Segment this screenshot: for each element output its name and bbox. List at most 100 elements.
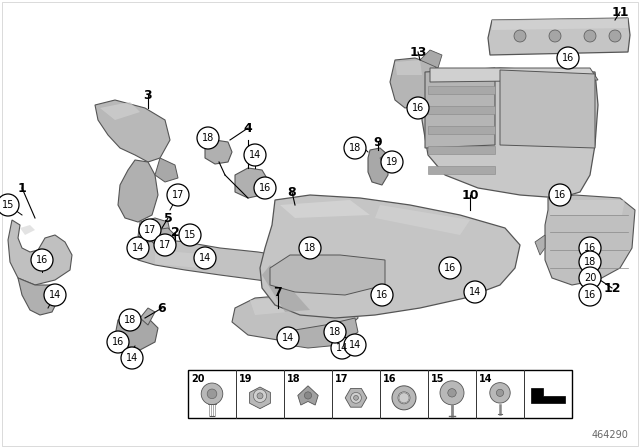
- Polygon shape: [420, 50, 442, 68]
- Circle shape: [579, 284, 601, 306]
- Polygon shape: [152, 228, 175, 248]
- Text: 17: 17: [144, 225, 156, 235]
- Text: 14: 14: [469, 287, 481, 297]
- Circle shape: [351, 392, 362, 403]
- Circle shape: [514, 30, 526, 42]
- Polygon shape: [345, 388, 367, 407]
- Text: 5: 5: [164, 211, 172, 224]
- Polygon shape: [531, 388, 564, 403]
- Circle shape: [579, 251, 601, 273]
- Polygon shape: [380, 152, 395, 168]
- Text: 16: 16: [412, 103, 424, 113]
- Text: 14: 14: [282, 333, 294, 343]
- Polygon shape: [232, 295, 358, 340]
- Polygon shape: [280, 200, 370, 218]
- Circle shape: [549, 30, 561, 42]
- Circle shape: [197, 127, 219, 149]
- Polygon shape: [298, 386, 318, 405]
- Text: 18: 18: [349, 143, 361, 153]
- Text: 1: 1: [18, 181, 26, 194]
- Text: 15: 15: [2, 200, 14, 210]
- Polygon shape: [95, 100, 170, 162]
- Circle shape: [121, 347, 143, 369]
- Text: 14: 14: [132, 243, 144, 253]
- Polygon shape: [390, 58, 440, 108]
- Polygon shape: [492, 18, 628, 30]
- Text: 4: 4: [244, 121, 252, 134]
- Text: 20: 20: [191, 374, 205, 383]
- Text: 19: 19: [239, 374, 253, 383]
- Circle shape: [253, 389, 267, 402]
- Circle shape: [398, 392, 410, 404]
- Polygon shape: [100, 102, 140, 120]
- Circle shape: [139, 219, 161, 241]
- Circle shape: [392, 386, 416, 410]
- Polygon shape: [428, 126, 495, 134]
- Circle shape: [439, 257, 461, 279]
- Polygon shape: [140, 308, 155, 325]
- Text: 19: 19: [386, 157, 398, 167]
- Text: 9: 9: [374, 135, 382, 148]
- Polygon shape: [118, 160, 158, 222]
- Circle shape: [244, 144, 266, 166]
- Text: 16: 16: [112, 337, 124, 347]
- Text: 14: 14: [49, 290, 61, 300]
- Polygon shape: [250, 387, 270, 409]
- Polygon shape: [545, 195, 635, 285]
- Text: 2: 2: [171, 225, 179, 238]
- Polygon shape: [428, 166, 495, 174]
- Text: 17: 17: [335, 374, 349, 383]
- Circle shape: [448, 389, 456, 397]
- Text: 14: 14: [479, 374, 493, 383]
- Polygon shape: [395, 60, 422, 75]
- Text: 17: 17: [159, 240, 171, 250]
- Text: 11: 11: [611, 5, 628, 18]
- Circle shape: [305, 392, 312, 399]
- Text: 13: 13: [410, 46, 427, 59]
- Circle shape: [179, 224, 201, 246]
- Text: 14: 14: [126, 353, 138, 363]
- Circle shape: [194, 247, 216, 269]
- Text: 12: 12: [604, 281, 621, 294]
- Circle shape: [201, 383, 223, 405]
- Text: 15: 15: [184, 230, 196, 240]
- Polygon shape: [262, 265, 310, 312]
- Polygon shape: [488, 18, 630, 55]
- Circle shape: [464, 281, 486, 303]
- Circle shape: [0, 194, 19, 216]
- Polygon shape: [375, 205, 470, 235]
- Circle shape: [207, 389, 217, 399]
- Text: 464290: 464290: [591, 430, 628, 440]
- Circle shape: [497, 389, 504, 396]
- Polygon shape: [138, 218, 170, 242]
- Circle shape: [579, 237, 601, 259]
- Circle shape: [119, 309, 141, 331]
- Circle shape: [440, 381, 464, 405]
- Polygon shape: [500, 70, 595, 148]
- Text: 17: 17: [172, 190, 184, 200]
- Circle shape: [584, 30, 596, 42]
- Circle shape: [344, 334, 366, 356]
- Polygon shape: [260, 195, 520, 318]
- Text: 10: 10: [461, 189, 479, 202]
- Circle shape: [167, 184, 189, 206]
- Polygon shape: [535, 235, 545, 255]
- Text: 18: 18: [124, 315, 136, 325]
- Text: 16: 16: [562, 53, 574, 63]
- Text: 6: 6: [157, 302, 166, 314]
- Text: 14: 14: [249, 150, 261, 160]
- Circle shape: [557, 47, 579, 69]
- Text: 16: 16: [584, 243, 596, 253]
- Text: 16: 16: [259, 183, 271, 193]
- Circle shape: [407, 97, 429, 119]
- Polygon shape: [235, 168, 268, 198]
- Polygon shape: [250, 297, 310, 315]
- Circle shape: [107, 331, 129, 353]
- Polygon shape: [18, 278, 58, 315]
- Text: 15: 15: [431, 374, 445, 383]
- Text: 16: 16: [383, 374, 397, 383]
- Text: 3: 3: [144, 89, 152, 102]
- Circle shape: [127, 237, 149, 259]
- Text: 16: 16: [36, 255, 48, 265]
- Text: 8: 8: [288, 185, 296, 198]
